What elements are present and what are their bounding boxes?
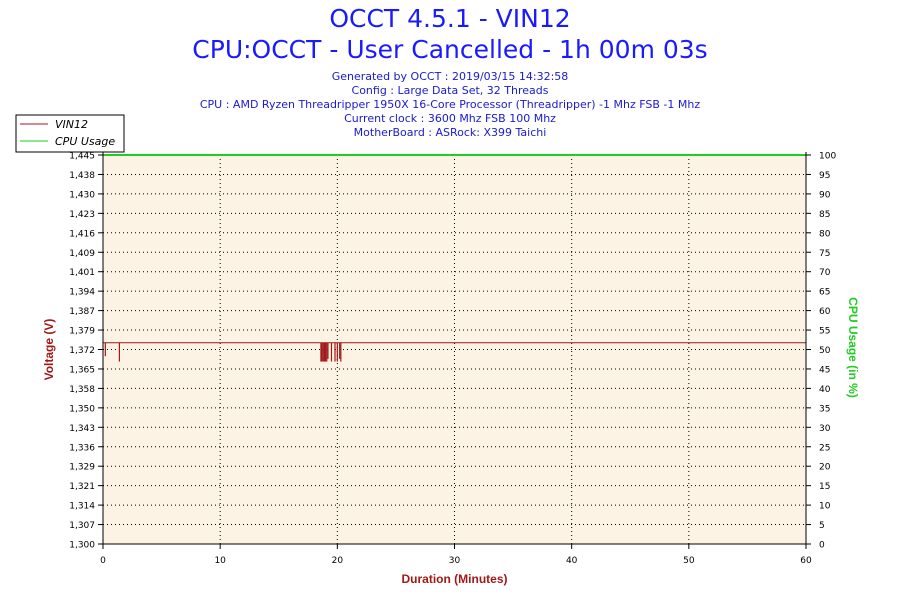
x-axis-label: Duration (Minutes) [402, 572, 508, 586]
y2-axis-label: CPU Usage (in %) [846, 297, 860, 398]
y2-tick-label: 30 [819, 424, 831, 434]
y2-tick-label: 0 [819, 541, 825, 551]
chart-subtitle: CPU:OCCT - User Cancelled - 1h 00m 03s [192, 35, 708, 64]
y-tick-label: 1,365 [69, 365, 95, 375]
y-tick-label: 1,430 [69, 190, 95, 200]
y2-tick-label: 45 [819, 365, 830, 375]
x-tick-label: 0 [100, 556, 106, 566]
y-tick-label: 1,394 [69, 288, 95, 298]
y2-tick-label: 15 [819, 482, 830, 492]
y2-tick-label: 75 [819, 249, 830, 259]
y2-tick-label: 65 [819, 288, 830, 298]
y-tick-label: 1,438 [69, 171, 95, 181]
grid [103, 155, 806, 544]
y-tick-label: 1,336 [69, 443, 95, 453]
y2-tick-label: 20 [819, 463, 831, 473]
y-tick-label: 1,329 [69, 463, 95, 473]
y-tick-label: 1,401 [69, 268, 95, 278]
chart-title: OCCT 4.5.1 - VIN12 [329, 4, 571, 33]
y-tick-label: 1,350 [69, 404, 95, 414]
y2-tick-label: 50 [819, 346, 831, 356]
y-tick-label: 1,358 [69, 385, 95, 395]
legend-label-vin12: VIN12 [55, 118, 88, 131]
info-generated: Generated by OCCT : 2019/03/15 14:32:58 [331, 70, 569, 83]
y-tick-label: 1,423 [69, 210, 95, 220]
y2-tick-label: 25 [819, 443, 830, 453]
info-config: Config : Large Data Set, 32 Threads [351, 84, 549, 97]
y2-tick-label: 10 [819, 502, 831, 512]
y-tick-label: 1,300 [69, 541, 95, 551]
y2-tick-label: 40 [819, 385, 831, 395]
x-tick-label: 50 [683, 556, 695, 566]
legend: VIN12 CPU Usage [15, 114, 125, 153]
y-tick-label: 1,409 [69, 249, 95, 259]
y2-tick-label: 35 [819, 404, 830, 414]
y-tick-label: 1,343 [69, 424, 95, 434]
y-tick-label: 1,314 [69, 502, 95, 512]
legend-label-cpu-usage: CPU Usage [55, 135, 115, 148]
y2-tick-label: 100 [819, 152, 836, 162]
y2-tick-label: 85 [819, 210, 830, 220]
info-motherboard: MotherBoard : ASRock: X399 Taichi [353, 126, 547, 139]
series-layer [103, 154, 806, 362]
x-tick-label: 40 [566, 556, 578, 566]
x-tick-label: 10 [214, 556, 226, 566]
legend-box [15, 114, 125, 153]
y-tick-label: 1,321 [69, 482, 95, 492]
y-tick-label: 1,307 [69, 521, 95, 531]
x-tick-label: 30 [449, 556, 461, 566]
y2-tick-label: 90 [819, 190, 831, 200]
y-tick-label: 1,416 [69, 229, 95, 239]
y2-tick-label: 95 [819, 171, 830, 181]
y2-tick-label: 70 [819, 268, 831, 278]
y-axis-label: Voltage (V) [42, 319, 56, 381]
y-tick-label: 1,445 [69, 152, 95, 162]
y2-tick-label: 80 [819, 229, 831, 239]
y2-tick-label: 60 [819, 307, 831, 317]
info-cpu: CPU : AMD Ryzen Threadripper 1950X 16-Co… [199, 98, 701, 111]
y-tick-label: 1,379 [69, 327, 95, 337]
info-clock: Current clock : 3600 Mhz FSB 100 Mhz [344, 112, 556, 125]
y2-tick-label: 5 [819, 521, 825, 531]
y2-tick-label: 55 [819, 327, 830, 337]
plot-area [103, 155, 806, 544]
x-tick-label: 20 [332, 556, 344, 566]
y-tick-label: 1,387 [69, 307, 95, 317]
axes: 1,300 1,307 1,314 1,321 1,329 1,336 1,343 1,350… [69, 152, 836, 567]
x-tick-label: 60 [800, 556, 812, 566]
y-tick-label: 1,372 [69, 346, 95, 356]
